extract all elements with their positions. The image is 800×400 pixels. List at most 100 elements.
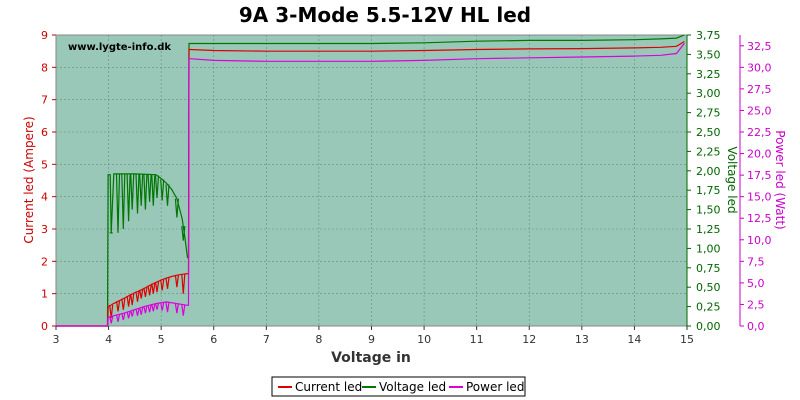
legend-label: Current led [295,380,362,394]
x-tick-label: 11 [470,333,484,346]
series-dip-power-led [126,311,131,319]
series-dip-power-led [151,304,156,312]
series-dip-power-led [181,304,186,316]
voltage-tick-label: 0,75 [696,262,721,275]
series-dip-voltage-led [139,174,144,206]
series-dip-voltage-led [151,174,156,206]
series-dip-power-led [147,304,152,313]
series-dip-voltage-led [121,173,126,230]
x-tick-label: 12 [522,333,536,346]
series-dip-current-led [115,301,121,312]
voltage-tick-label: 2,75 [696,107,721,120]
x-tick-label: 14 [627,333,641,346]
power-tick-label: 2,5 [747,298,765,311]
series-dip-voltage-led [135,173,140,214]
series-dip-current-led [126,295,131,307]
power-tick-label: 22,5 [747,126,772,139]
series-dip-voltage-led [130,173,135,210]
voltage-tick-label: 1,00 [696,242,721,255]
series-dip-voltage-led [165,184,170,206]
series-dip-power-led [121,313,126,321]
voltage-tick-label: 1,75 [696,184,721,197]
series-dip-power-led [160,302,165,311]
voltage-tick-label: 0,25 [696,301,721,314]
legend-label: Power led [466,380,524,394]
x-axis-title: Voltage in [331,350,411,366]
x-tick-label: 4 [105,333,112,346]
series-dip-current-led [121,298,126,310]
power-tick-label: 12,5 [747,212,772,225]
series-dip-current-led [160,279,165,291]
power-tick-label: 7,5 [747,255,765,268]
series-dip-current-led [147,285,152,296]
voltage-axis-title: Voltage led [725,146,739,213]
series-dip-voltage-led [147,174,152,202]
series-dip-current-led [154,281,160,293]
series-line-power-led [56,42,685,327]
series-dip-current-led [130,293,135,306]
series-dip-power-led [109,316,114,324]
series-dip-current-led [143,287,148,297]
power-tick-label: 10,0 [747,234,772,247]
power-tick-label: 30,0 [747,61,772,74]
series-dip-power-led [139,307,144,315]
series-dip-power-led [115,314,121,322]
left-tick-label: 7 [41,94,48,107]
watermark: www.lygte-info.dk [68,42,171,53]
power-tick-label: 20,0 [747,148,772,161]
x-tick-label: 10 [417,333,431,346]
series-dip-current-led [109,304,114,318]
left-axis-title: Current led (Ampere) [22,116,36,243]
x-tick-label: 3 [53,333,60,346]
voltage-tick-label: 3,75 [696,29,721,42]
power-axis-title: Power led (Watt) [773,130,787,229]
voltage-tick-label: 2,50 [696,126,721,139]
series-dip-power-led [174,303,179,314]
series-layer [56,34,685,327]
legend-label: Voltage led [379,380,446,394]
voltage-tick-label: 0,50 [696,281,721,294]
x-tick-label: 15 [680,333,694,346]
series-dip-power-led [143,306,148,314]
legend: Current led Voltage led Power led [271,376,526,397]
power-tick-label: 5,0 [747,277,765,290]
series-dip-voltage-led [126,173,131,222]
power-tick-label: 17,5 [747,169,772,182]
series-dip-voltage-led [181,226,186,241]
x-tick-label: 7 [263,333,270,346]
voltage-tick-label: 3,25 [696,68,721,81]
left-tick-label: 9 [41,29,48,42]
voltage-tick-label: 1,25 [696,223,721,236]
power-tick-label: 0,0 [747,320,765,333]
x-tick-label: 6 [210,333,217,346]
x-tick-label: 8 [315,333,322,346]
left-tick-label: 2 [41,255,48,268]
voltage-axis: 0,00 0,25 0,50 0,75 1,00 1,25 1,50 1,75 2,00 2,25… [686,29,721,333]
power-tick-label: 32,5 [747,40,772,53]
voltage-tick-label: 1,50 [696,204,721,217]
series-dip-voltage-led [174,198,179,218]
left-tick-label: 8 [41,61,48,74]
series-dip-current-led [165,277,170,289]
chart-title: 9A 3-Mode 5.5-12V HL led [239,3,531,27]
series-dip-power-led [154,303,160,310]
series-dip-current-led [181,274,186,294]
voltage-tick-label: 2,00 [696,165,721,178]
left-tick-label: 6 [41,126,48,139]
power-tick-label: 25,0 [747,104,772,117]
series-dip-power-led [135,308,140,316]
series-dip-current-led [174,275,179,288]
legend-box [271,376,526,397]
x-tick-label: 9 [368,333,375,346]
voltage-tick-label: 3,50 [696,48,721,61]
voltage-tick-label: 0,00 [696,320,721,333]
power-tick-label: 27,5 [747,83,772,96]
x-axis: 3 4 5 6 7 8 9 10 11 12 13 14 15 [53,326,694,346]
x-tick-label: 5 [158,333,165,346]
series-dip-current-led [151,283,156,294]
series-dip-current-led [135,291,140,302]
voltage-tick-label: 2,25 [696,145,721,158]
left-tick-label: 0 [41,320,48,333]
voltage-tick-label: 3,00 [696,87,721,100]
